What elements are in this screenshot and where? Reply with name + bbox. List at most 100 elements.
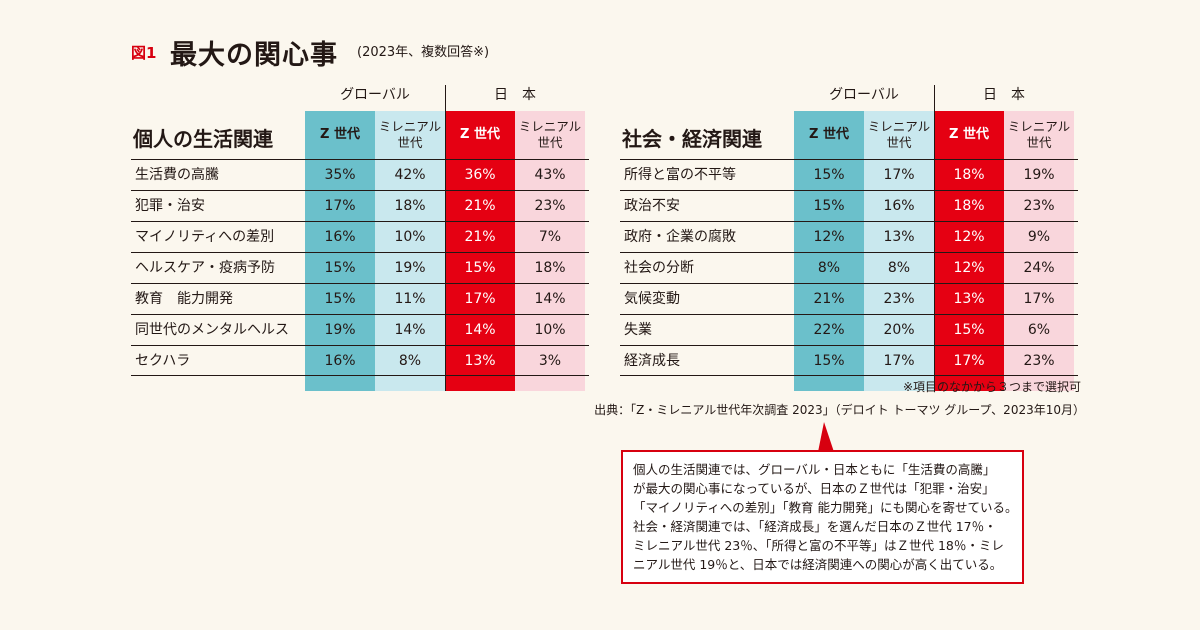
asterisk-note: ※項目のなかから３つまで選択可	[902, 380, 1081, 394]
cell-japan_m: 14%	[534, 291, 566, 307]
cell-japan_m: 19%	[1023, 167, 1055, 183]
table-bottom-rule	[131, 375, 589, 376]
column-header-japan_z: Z 世代	[949, 127, 989, 142]
cell-global_z: 22%	[813, 322, 845, 338]
cell-japan_m: 10%	[534, 322, 566, 338]
row-label: 経済成長	[624, 353, 680, 369]
cell-global_z: 8%	[817, 260, 841, 276]
callout-line: ニアル世代 19％と、日本では経済関連への関心が高く出ている。	[633, 557, 1003, 572]
group-divider	[934, 85, 935, 391]
callout-line: 「マイノリティへの差別」「教育 能力開発」にも関心を寄せている。	[633, 500, 1018, 515]
table-row: 所得と富の不平等 15% 17% 18% 19%	[620, 159, 1078, 191]
figure-subtitle: (2023年、複数回答※)	[357, 45, 490, 60]
cell-global_z: 19%	[324, 322, 356, 338]
group-header-global: グローバル	[829, 87, 899, 103]
column-bg-global_m	[375, 111, 445, 391]
table-row: 生活費の高騰 35% 42% 36% 43%	[131, 159, 589, 191]
cell-global_z: 21%	[813, 291, 845, 307]
cell-global_m: 42%	[394, 167, 426, 183]
table-row: 同世代のメンタルヘルス 19% 14% 14% 10%	[131, 314, 589, 346]
cell-global_z: 15%	[813, 353, 845, 369]
column-bg-japan_z	[445, 111, 515, 391]
cell-japan_m: 23%	[534, 198, 566, 214]
cell-japan_m: 23%	[1023, 353, 1055, 369]
column-header-japan_z: Z 世代	[460, 127, 500, 142]
cell-japan_z: 15%	[953, 322, 985, 338]
cell-global_m: 13%	[883, 229, 915, 245]
cell-japan_m: 24%	[1023, 260, 1055, 276]
row-label: ヘルスケア・疫病予防	[135, 260, 275, 276]
column-header-global_m: ミレニアル 世代	[378, 119, 442, 150]
cell-global_z: 15%	[324, 260, 356, 276]
cell-japan_z: 14%	[464, 322, 496, 338]
column-bg-global_z	[305, 111, 375, 391]
row-label: 失業	[624, 322, 652, 338]
cell-global_m: 10%	[394, 229, 426, 245]
commentary-callout: 個人の生活関連では、グローバル・日本ともに「生活費の高騰」 が最大の関心事になって…	[621, 450, 1024, 584]
cell-global_m: 11%	[394, 291, 426, 307]
cell-global_z: 17%	[324, 198, 356, 214]
group-header-japan: 日 本	[983, 87, 1025, 103]
cell-japan_z: 12%	[953, 260, 985, 276]
cell-global_m: 20%	[883, 322, 915, 338]
table-row: セクハラ 16% 8% 13% 3%	[131, 345, 589, 377]
cell-japan_z: 21%	[464, 229, 496, 245]
table-row: 気候変動 21% 23% 13% 17%	[620, 283, 1078, 315]
row-label: 所得と富の不平等	[624, 167, 736, 183]
callout-pointer	[818, 422, 834, 452]
cell-japan_z: 21%	[464, 198, 496, 214]
cell-global_m: 16%	[883, 198, 915, 214]
table-row: 社会の分断 8% 8% 12% 24%	[620, 252, 1078, 284]
cell-japan_z: 18%	[953, 167, 985, 183]
cell-japan_z: 12%	[953, 229, 985, 245]
cell-global_z: 16%	[324, 229, 356, 245]
cell-global_m: 18%	[394, 198, 426, 214]
callout-line: が最大の関心事になっているが、日本のＺ世代は「犯罪・治安」	[633, 481, 995, 496]
cell-global_m: 8%	[887, 260, 911, 276]
cell-japan_m: 17%	[1023, 291, 1055, 307]
table-row: 政府・企業の腐敗 12% 13% 12% 9%	[620, 221, 1078, 253]
cell-global_m: 17%	[883, 353, 915, 369]
figure-label: 図1	[131, 44, 157, 62]
group-header-global: グローバル	[340, 87, 410, 103]
row-label: 気候変動	[624, 291, 680, 307]
row-label: 社会の分断	[624, 260, 694, 276]
category-title: 社会・経済関連	[622, 127, 762, 151]
column-header-global_z: Z 世代	[320, 127, 360, 142]
cell-global_m: 17%	[883, 167, 915, 183]
table-row: ヘルスケア・疫病予防 15% 19% 15% 18%	[131, 252, 589, 284]
table-bottom-rule	[620, 375, 1078, 376]
table-row: 経済成長 15% 17% 17% 23%	[620, 345, 1078, 377]
cell-japan_z: 13%	[953, 291, 985, 307]
column-header-japan_m: ミレニアル 世代	[518, 119, 582, 150]
cell-global_z: 16%	[324, 353, 356, 369]
cell-japan_m: 6%	[1027, 322, 1051, 338]
cell-japan_m: 23%	[1023, 198, 1055, 214]
cell-japan_z: 36%	[464, 167, 496, 183]
cell-global_z: 12%	[813, 229, 845, 245]
cell-japan_z: 17%	[464, 291, 496, 307]
row-label: マイノリティへの差別	[135, 229, 275, 245]
table-row: 犯罪・治安 17% 18% 21% 23%	[131, 190, 589, 222]
table-row: 教育 能力開発 15% 11% 17% 14%	[131, 283, 589, 315]
cell-japan_m: 18%	[534, 260, 566, 276]
cell-japan_z: 17%	[953, 353, 985, 369]
group-divider	[445, 85, 446, 391]
table-row: マイノリティへの差別 16% 10% 21% 7%	[131, 221, 589, 253]
column-bg-japan_z	[934, 111, 1004, 391]
row-label: 犯罪・治安	[135, 198, 205, 214]
cell-global_z: 15%	[324, 291, 356, 307]
cell-japan_m: 43%	[534, 167, 566, 183]
column-header-japan_m: ミレニアル 世代	[1007, 119, 1071, 150]
row-label: 同世代のメンタルヘルス	[135, 322, 289, 338]
row-label: 政治不安	[624, 198, 680, 214]
cell-global_z: 15%	[813, 198, 845, 214]
row-label: 教育 能力開発	[135, 291, 233, 307]
cell-japan_m: 7%	[538, 229, 562, 245]
category-title: 個人の生活関連	[133, 127, 273, 151]
cell-japan_z: 15%	[464, 260, 496, 276]
cell-japan_z: 13%	[464, 353, 496, 369]
social-economic-table: グローバル 日 本社会・経済関連 Z 世代 ミレニアル 世代 Z 世代 ミレニアル 世代所…	[620, 85, 1078, 391]
column-header-global_z: Z 世代	[809, 127, 849, 142]
row-label: 政府・企業の腐敗	[624, 229, 736, 245]
